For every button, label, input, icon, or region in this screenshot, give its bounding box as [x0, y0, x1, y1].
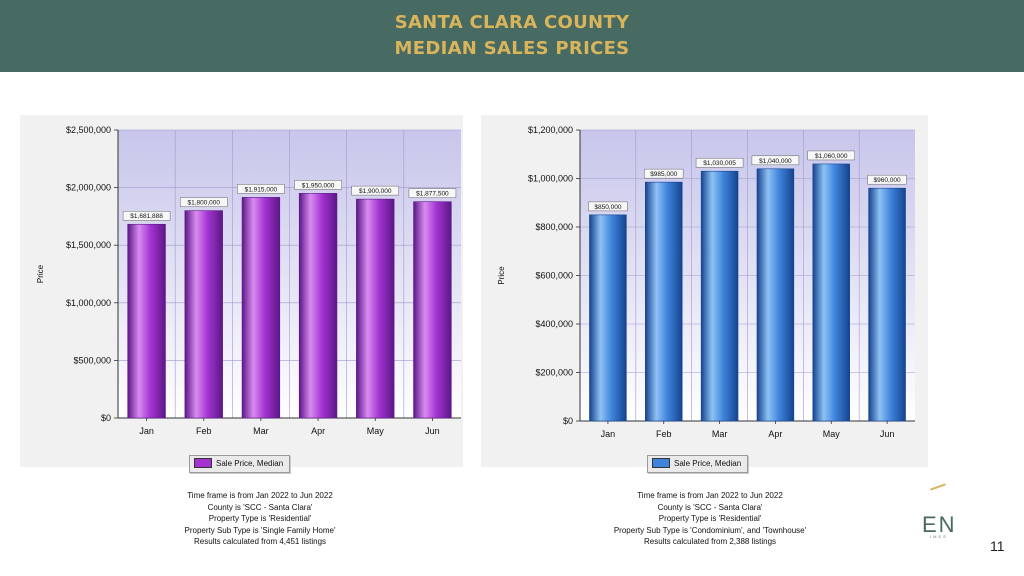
- note-listings-count: Results calculated from 4,451 listings: [193, 537, 327, 546]
- legend-label: Sale Price, Median: [216, 459, 284, 468]
- data-label-box: [588, 201, 628, 212]
- data-label: $1,950,000: [302, 182, 335, 189]
- y-tick-label: $2,000,000: [66, 183, 111, 193]
- bar-jan: [589, 214, 627, 422]
- data-label-box: [237, 184, 285, 194]
- x-tick-label: Mar: [253, 426, 269, 436]
- chart-notes-single-family: Time frame is from Jan 2022 to Jun 2022 …: [140, 490, 380, 548]
- y-tick-label: $1,000,000: [66, 298, 111, 308]
- median-price-chart-condo-townhouse: $0 $200,000 $400,000 $600,000 $800,000 $1,000…: [497, 125, 915, 439]
- bar-feb: [645, 181, 683, 422]
- x-tick-label: May: [367, 426, 385, 436]
- chart-legend-single-family: Sale Price, Median: [189, 455, 291, 473]
- data-label-box: [807, 150, 855, 161]
- legend-swatch-purple: [194, 457, 212, 468]
- note-county: County is 'SCC - Santa Clara': [207, 502, 313, 512]
- chart-panel-condo-townhouse: $0 $200,000 $400,000 $600,000 $800,000 $1,000…: [481, 115, 928, 467]
- x-tick-label: Apr: [768, 429, 782, 439]
- data-label: $850,000: [594, 204, 621, 211]
- y-tick-label: $0: [101, 413, 111, 423]
- data-label: $1,681,888: [130, 213, 163, 220]
- y-tick-label: $200,000: [535, 368, 573, 378]
- y-tick-label: $400,000: [535, 319, 573, 329]
- note-property-type: Property Type is 'Residential': [658, 514, 762, 523]
- x-tick-label: May: [823, 429, 841, 439]
- y-tick-label: $800,000: [535, 222, 573, 232]
- data-label-box: [751, 155, 800, 166]
- y-tick-label: $600,000: [535, 271, 573, 281]
- y-tick-label: $0: [563, 416, 573, 426]
- note-property-subtype: Property Sub Type is 'Condominium', and …: [613, 525, 807, 535]
- brand-logo-subtext: IMES: [930, 534, 948, 539]
- y-tick-label: $500,000: [73, 355, 111, 365]
- y-axis-label: Price: [36, 264, 45, 283]
- data-label: $1,900,000: [359, 188, 392, 195]
- x-tick-label: Feb: [196, 426, 212, 436]
- y-axis-label: Price: [497, 266, 506, 285]
- x-tick-label: Jan: [139, 426, 154, 436]
- bar-jun: [413, 201, 452, 419]
- bar-jan: [127, 223, 166, 419]
- data-label: $1,800,000: [187, 200, 220, 207]
- bar-mar: [700, 170, 739, 422]
- bar-may: [356, 198, 395, 419]
- y-tick-label: $2,500,000: [66, 125, 111, 135]
- x-tick-label: Feb: [656, 429, 672, 439]
- data-label-box: [408, 188, 457, 198]
- bar-apr: [298, 193, 338, 419]
- data-label-box: [644, 168, 684, 179]
- y-tick-label: $1,200,000: [528, 125, 573, 135]
- chart-panel-single-family: $0 $500,000 $1,000,000 $1,500,000 $2,000,000…: [20, 115, 463, 467]
- data-label-box: [294, 180, 342, 190]
- data-label: $1,915,000: [245, 186, 278, 193]
- x-tick-label: Jan: [601, 429, 616, 439]
- median-price-chart-single-family: $0 $500,000 $1,000,000 $1,500,000 $2,000,000…: [36, 125, 461, 436]
- data-label: $1,030,005: [703, 160, 736, 167]
- x-tick-label: Jun: [880, 429, 895, 439]
- bar-mar: [241, 197, 281, 419]
- x-tick-label: Apr: [311, 426, 325, 436]
- note-timeframe: Time frame is from Jan 2022 to Jun 2022: [637, 491, 783, 500]
- data-label: $1,060,000: [815, 153, 848, 160]
- note-listings-count: Results calculated from 2,388 listings: [643, 537, 777, 546]
- note-property-type: Property Type is 'Residential': [208, 514, 312, 523]
- chart-legend-condo-townhouse: Sale Price, Median: [647, 455, 749, 473]
- legend-label: Sale Price, Median: [674, 459, 742, 468]
- note-county: County is 'SCC - Santa Clara': [657, 502, 763, 512]
- bar-may: [812, 163, 850, 422]
- x-tick-label: Jun: [425, 426, 440, 436]
- title-banner: SANTA CLARA COUNTY MEDIAN SALES PRICES: [0, 0, 1024, 72]
- y-tick-label: $1,000,000: [528, 174, 573, 184]
- data-label: $960,000: [874, 177, 901, 184]
- data-label-box: [180, 197, 228, 207]
- note-timeframe: Time frame is from Jan 2022 to Jun 2022: [187, 491, 333, 500]
- data-label: $1,877,500: [416, 191, 449, 198]
- data-label-box: [867, 174, 907, 185]
- x-tick-label: Mar: [712, 429, 728, 439]
- title-line-1: SANTA CLARA COUNTY: [394, 12, 630, 33]
- page-number: 11: [990, 538, 1005, 554]
- bar-apr: [756, 168, 795, 422]
- title-line-2: MEDIAN SALES PRICES: [394, 38, 630, 59]
- data-label-box: [695, 157, 744, 168]
- chart-notes-condo-townhouse: Time frame is from Jan 2022 to Jun 2022 …: [580, 490, 840, 548]
- note-property-subtype: Property Sub Type is 'Single Family Home…: [184, 525, 336, 535]
- y-tick-label: $1,500,000: [66, 240, 111, 250]
- brand-logo: EN: [922, 512, 957, 537]
- logo-accent-line: [930, 483, 946, 491]
- data-label: $1,040,000: [759, 158, 792, 165]
- data-label: $985,000: [650, 171, 677, 178]
- bar-feb: [184, 210, 223, 419]
- legend-swatch-blue: [652, 457, 670, 468]
- bar-jun: [868, 187, 906, 422]
- data-label-box: [122, 210, 171, 221]
- data-label-box: [351, 185, 399, 196]
